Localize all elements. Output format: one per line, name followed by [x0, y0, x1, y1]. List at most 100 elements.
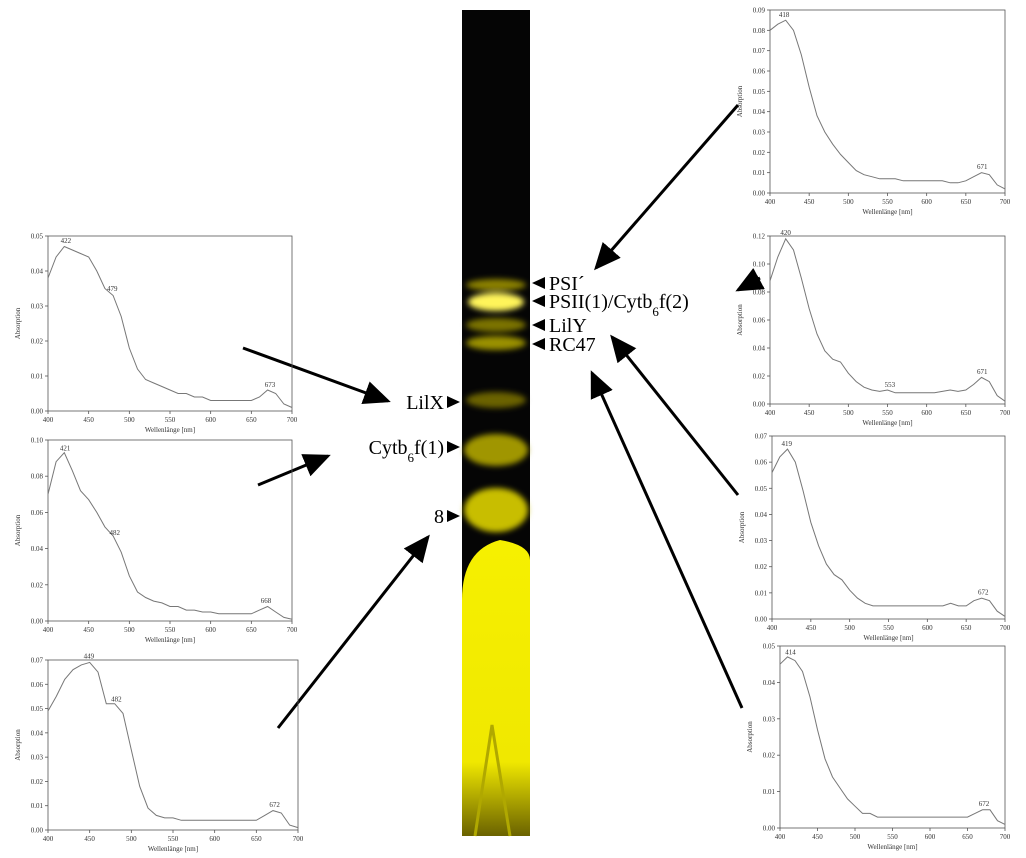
x-tick-label: 400 — [43, 416, 54, 424]
x-tick-label: 500 — [843, 409, 854, 417]
x-axis-label: Wellenlänge [nm] — [867, 843, 917, 851]
y-tick-label: 0.03 — [763, 715, 776, 723]
x-tick-label: 500 — [124, 416, 135, 424]
y-axis-label: Absorption — [738, 511, 746, 543]
x-axis-label: Wellenlänge [nm] — [145, 426, 195, 434]
x-tick-label: 700 — [287, 626, 298, 634]
x-tick-label: 600 — [922, 624, 933, 632]
y-tick-label: 0.04 — [753, 108, 766, 116]
plot-frame — [48, 660, 298, 830]
x-tick-label: 600 — [925, 833, 936, 841]
spectrum-line — [770, 239, 1005, 401]
label-text: f(1) — [414, 437, 444, 459]
plot-frame — [780, 646, 1005, 828]
band-marker — [447, 441, 460, 453]
spectrum-line — [770, 20, 1005, 189]
x-tick-label: 450 — [804, 409, 815, 417]
x-tick-label: 550 — [883, 624, 894, 632]
peak-label: 672 — [269, 801, 280, 809]
y-tick-label: 0.05 — [763, 643, 776, 651]
label-text: LilX — [406, 392, 444, 414]
x-tick-label: 500 — [844, 624, 855, 632]
y-tick-label: 0.10 — [31, 437, 44, 445]
plot-frame — [48, 440, 292, 621]
x-tick-label: 550 — [887, 833, 898, 841]
x-axis-label: Wellenlänge [nm] — [863, 634, 913, 642]
y-tick-label: 0.03 — [755, 537, 768, 545]
y-tick-label: 0.00 — [31, 408, 44, 416]
y-tick-label: 0.01 — [763, 788, 776, 796]
band-marker — [532, 338, 545, 350]
x-tick-label: 500 — [126, 835, 137, 843]
y-tick-label: 0.06 — [31, 681, 44, 689]
peak-label: 672 — [978, 589, 989, 597]
y-tick-label: 0.04 — [31, 268, 44, 276]
gel — [462, 10, 530, 836]
x-axis-label: Wellenlänge [nm] — [862, 208, 912, 216]
band-marker — [447, 510, 460, 522]
band-marker — [532, 319, 545, 331]
y-tick-label: 0.01 — [31, 802, 44, 810]
y-axis-label: Absorption — [736, 304, 744, 336]
x-tick-label: 650 — [251, 835, 262, 843]
y-axis-label: Absorption — [14, 307, 22, 339]
x-axis-label: Wellenlänge [nm] — [145, 636, 195, 644]
y-axis-label: Absorption — [14, 514, 22, 546]
x-tick-label: 650 — [961, 624, 972, 632]
peak-label: 421 — [60, 444, 71, 452]
y-tick-label: 0.10 — [753, 261, 766, 269]
x-tick-label: 600 — [209, 835, 220, 843]
x-tick-label: 650 — [246, 416, 257, 424]
x-tick-label: 600 — [921, 198, 932, 206]
y-axis-label: Absorption — [746, 721, 754, 753]
x-tick-label: 600 — [205, 626, 216, 634]
x-tick-label: 550 — [168, 835, 179, 843]
y-tick-label: 0.06 — [755, 459, 768, 467]
x-tick-label: 650 — [961, 198, 972, 206]
x-tick-label: 700 — [287, 416, 298, 424]
x-tick-label: 700 — [1000, 833, 1011, 841]
y-tick-label: 0.06 — [753, 68, 766, 76]
spectrum-chart: 0.000.020.040.060.080.100.12400450500550… — [736, 229, 1011, 427]
band-marker — [532, 295, 545, 307]
y-tick-label: 0.12 — [753, 233, 766, 241]
x-tick-label: 450 — [83, 416, 94, 424]
x-axis-label: Wellenlänge [nm] — [862, 419, 912, 427]
x-tick-label: 700 — [1000, 409, 1011, 417]
y-tick-label: 0.08 — [753, 289, 766, 297]
y-tick-label: 0.01 — [755, 589, 768, 597]
y-tick-label: 0.00 — [31, 827, 44, 835]
x-tick-label: 550 — [165, 416, 176, 424]
x-tick-label: 600 — [921, 409, 932, 417]
peak-label: 482 — [111, 696, 122, 704]
y-axis-label: Absorption — [14, 729, 22, 761]
y-tick-label: 0.08 — [753, 27, 766, 35]
x-tick-label: 400 — [767, 624, 778, 632]
x-tick-label: 400 — [43, 626, 54, 634]
spectrum-chart: 0.000.010.020.030.040.050.060.0740045050… — [14, 653, 304, 853]
peak-label: 419 — [782, 440, 793, 448]
x-tick-label: 650 — [246, 626, 257, 634]
x-tick-label: 550 — [165, 626, 176, 634]
y-tick-label: 0.02 — [755, 563, 768, 571]
peak-label: 553 — [885, 381, 896, 389]
x-tick-label: 500 — [850, 833, 861, 841]
peak-label: 449 — [84, 653, 95, 661]
x-tick-label: 700 — [1000, 198, 1011, 206]
spectrum-chart: 0.000.010.020.030.040.050.060.0740045050… — [738, 433, 1011, 643]
plot-frame — [770, 236, 1005, 404]
y-tick-label: 0.00 — [753, 190, 766, 198]
x-tick-label: 650 — [961, 409, 972, 417]
x-tick-label: 400 — [765, 409, 776, 417]
plot-frame — [48, 236, 292, 411]
y-tick-label: 0.08 — [31, 473, 44, 481]
x-tick-label: 550 — [882, 198, 893, 206]
x-tick-label: 700 — [1000, 624, 1011, 632]
y-tick-label: 0.02 — [31, 778, 44, 786]
peak-label: 479 — [107, 285, 118, 293]
y-tick-label: 0.00 — [753, 401, 766, 409]
y-tick-label: 0.09 — [753, 7, 766, 15]
peak-label: 672 — [979, 800, 990, 808]
peak-label: 671 — [977, 163, 988, 171]
